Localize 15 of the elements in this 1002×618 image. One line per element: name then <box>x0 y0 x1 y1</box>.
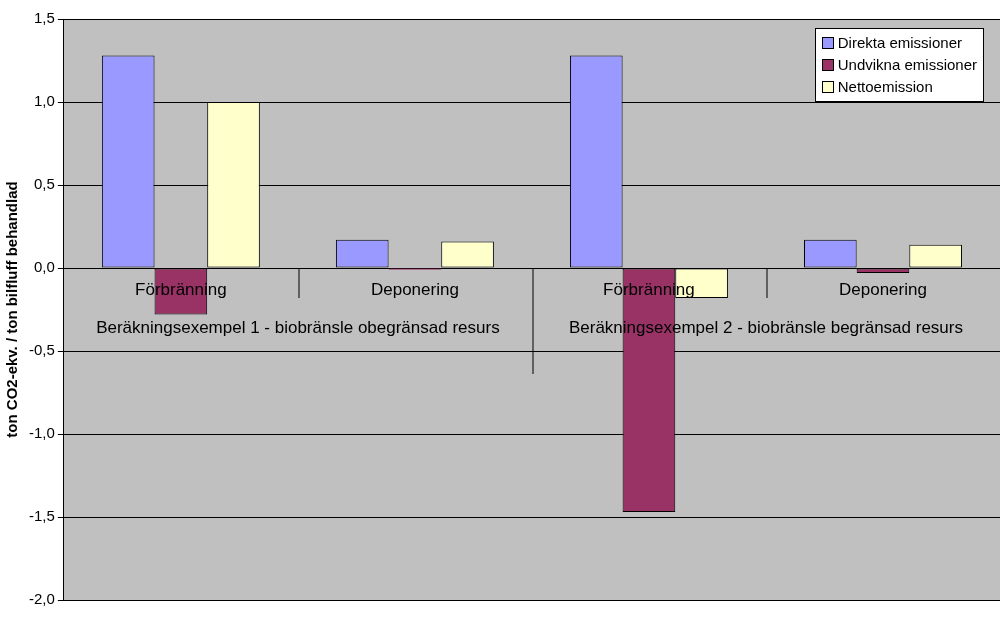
y-tick-label: -0,5 <box>28 341 55 359</box>
y-tick-label: 1,0 <box>33 92 55 110</box>
y-tick-label: -1,5 <box>28 507 55 525</box>
y-tick-label: -2,0 <box>28 590 55 608</box>
y-tick-label: 0,5 <box>33 175 55 193</box>
legend-label: Nettoemission <box>837 77 933 97</box>
legend-label: Direkta emissioner <box>837 33 962 53</box>
y-axis-title: ton CO2-ekv. / ton bilfluff behandlad <box>3 181 21 438</box>
y-tick-label: -1,0 <box>28 424 55 442</box>
annotation: Beräkningsexempel 1 - biobränsle obegränsad resurs <box>96 317 500 337</box>
legend-label: Undvikna emissioner <box>837 55 977 75</box>
y-tick-label: 1,5 <box>33 9 55 27</box>
x-tick-label: Deponering <box>370 279 459 299</box>
y-tick-label: 0,0 <box>33 258 55 276</box>
x-tick-label: Deponering <box>839 279 927 299</box>
